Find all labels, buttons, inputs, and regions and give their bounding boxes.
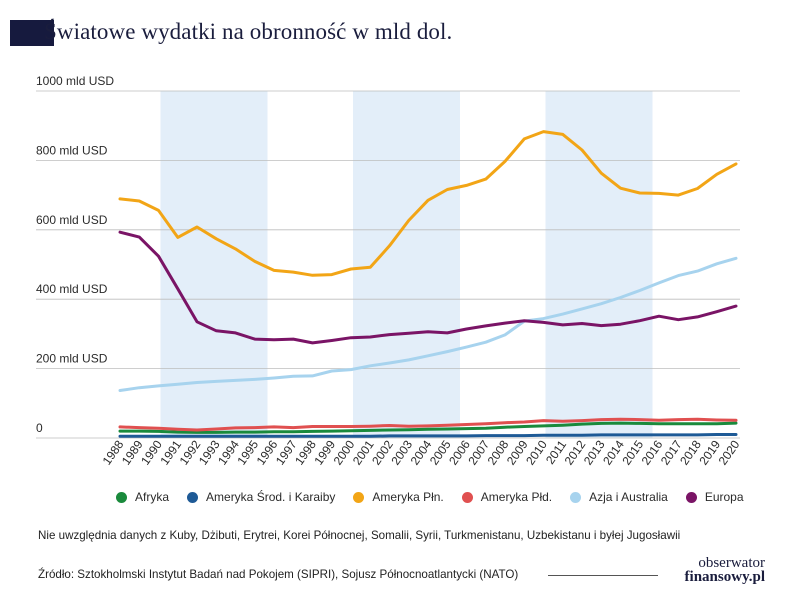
y-tick-label: 400 mld USD: [36, 282, 108, 296]
series-line-europa: [118, 230, 738, 345]
chart-title: Światowe wydatki na obronność w mld dol.: [44, 19, 453, 44]
legend-item-europa: Europa: [685, 490, 744, 504]
series-line-ameryka-p-d-: [118, 417, 738, 432]
legend-label: Europa: [704, 490, 744, 504]
title-accent-bar: [10, 20, 54, 46]
legend: Afryka Ameryka Środ. i Karaiby Ameryka P…: [116, 490, 762, 504]
legend-item-azja: Azja i Australia: [570, 490, 668, 504]
series-line-ameryka-rod-i-karaiby: [118, 433, 738, 438]
logo-line-2: finansowy.pl: [684, 569, 765, 585]
series-line-afryka: [118, 421, 738, 434]
y-tick-label: 800 mld USD: [36, 143, 108, 157]
legend-label: Afryka: [135, 490, 170, 504]
legend-marker: [187, 491, 199, 503]
legend-marker: [570, 491, 582, 503]
legend-label: Azja i Australia: [589, 490, 668, 504]
x-tick-label: 2010: [523, 437, 550, 467]
shaded-band: [160, 91, 268, 438]
y-tick-label: 200 mld USD: [36, 352, 108, 366]
y-tick-label: 1000 mld USD: [36, 74, 114, 88]
source-divider: [548, 575, 658, 576]
y-tick-label: 0: [36, 421, 43, 435]
legend-label: Ameryka Środ. i Karaiby: [206, 490, 336, 504]
shaded-band: [353, 91, 460, 438]
shaded-band: [545, 91, 653, 438]
x-tick-label: 2020: [716, 437, 743, 467]
legend-marker: [353, 491, 365, 503]
legend-item-ameryka-pld: Ameryka Płd.: [461, 490, 553, 504]
series-line-azja-i-australia: [118, 256, 738, 392]
source-text: Źródło: Sztokholmski Instytut Badań nad …: [38, 568, 519, 581]
legend-label: Ameryka Płn.: [372, 490, 444, 504]
footnote: Nie uwzględnia danych z Kuby, Dżibuti, E…: [38, 529, 681, 542]
legend-item-ameryka-pln: Ameryka Płn.: [353, 490, 444, 504]
series-line-ameryka-p-n-: [118, 130, 738, 277]
legend-item-ameryka-srod: Ameryka Środ. i Karaiby: [187, 490, 335, 504]
legend-marker: [685, 491, 697, 503]
legend-marker: [116, 491, 127, 503]
legend-item-afryka: Afryka: [116, 490, 169, 504]
y-tick-label: 600 mld USD: [36, 213, 108, 227]
legend-marker: [461, 491, 473, 503]
legend-label: Ameryka Płd.: [480, 490, 553, 504]
logo-line-1: obserwator: [698, 555, 765, 571]
publisher-logo: obserwator finansowy.pl: [665, 555, 765, 585]
